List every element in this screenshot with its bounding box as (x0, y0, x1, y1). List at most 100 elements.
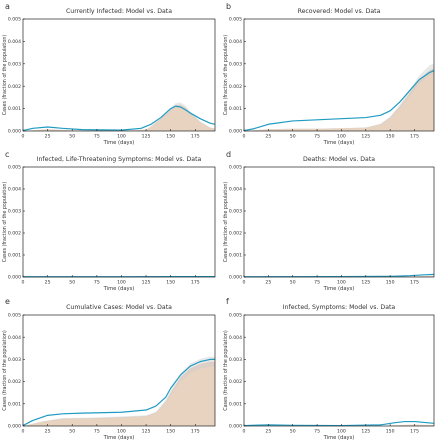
model-line (243, 69, 435, 132)
y-tick-label: 0.002 (8, 231, 21, 237)
plot-frame (243, 18, 435, 132)
y-axis-label: Cases (fraction of the population) (223, 35, 229, 116)
x-axis-label: Time (days) (323, 286, 355, 292)
y-tick-label: 0.005 (8, 313, 21, 319)
panel-letter: b (226, 2, 231, 11)
x-tick-label: 25 (265, 429, 271, 435)
y-tick-label: 0.003 (229, 209, 242, 215)
x-tick-label: 175 (410, 134, 419, 140)
y-tick-label: 0.004 (8, 39, 21, 45)
x-tick-label: 75 (314, 134, 320, 140)
x-tick-label: 25 (265, 280, 271, 286)
x-axis-label: Time (days) (323, 435, 355, 440)
panel-title: Infected, Symptoms: Model vs. Data (283, 304, 396, 311)
plot-frame (22, 18, 216, 132)
y-axis-label: Cases (fraction of the population) (2, 35, 8, 116)
plot-frame (243, 314, 435, 427)
y-axis-label: Cases (fraction of the population) (223, 330, 229, 411)
x-tick-label: 150 (386, 134, 395, 140)
y-tick-label: 0.004 (229, 39, 242, 45)
x-tick-label: 75 (94, 134, 100, 140)
x-tick-label: 150 (166, 134, 175, 140)
x-tick-label: 150 (386, 280, 395, 286)
x-tick-label: 75 (314, 429, 320, 435)
panel-letter: a (5, 2, 10, 11)
panel-a: a Currently Infected: Model vs. Data 0 25 50… (2, 2, 216, 146)
x-tick-label: 100 (337, 280, 346, 286)
y-tick-label: 0.002 (8, 379, 21, 385)
x-tick-label: 50 (290, 280, 296, 286)
model-line (22, 105, 216, 132)
x-tick-label: 75 (94, 429, 100, 435)
x-tick-label: 150 (166, 429, 175, 435)
x-tick-label: 100 (337, 429, 346, 435)
y-tick-label: 0.005 (229, 313, 242, 319)
x-tick-label: 125 (142, 429, 151, 435)
panel-title: Currently Infected: Model vs. Data (66, 8, 172, 15)
x-tick-label: 50 (290, 429, 296, 435)
panel-letter: d (226, 150, 231, 159)
y-tick-label: 0.001 (8, 401, 21, 407)
y-tick-label: 0.004 (8, 187, 21, 193)
x-tick-label: 175 (410, 429, 419, 435)
x-tick-label: 175 (410, 280, 419, 286)
x-tick-label: 100 (337, 134, 346, 140)
plot-frame (243, 166, 435, 278)
x-tick-label: 0 (243, 280, 246, 286)
x-tick-label: 25 (265, 134, 271, 140)
y-axis-label: Cases (fraction of the population) (223, 182, 229, 263)
x-tick-label: 150 (166, 280, 175, 286)
panel-title: Infected, Life-Threatening Symptoms: Mod… (37, 156, 202, 163)
y-tick-label: 0.000 (229, 275, 242, 281)
x-tick-label: 100 (117, 429, 126, 435)
data-band (244, 424, 434, 426)
x-axis-label: Time (days) (103, 286, 135, 292)
model-line (22, 358, 215, 427)
plot-frame (22, 314, 216, 427)
y-tick-label: 0.001 (229, 106, 242, 112)
y-tick-label: 0.004 (229, 187, 242, 193)
x-tick-label: 125 (142, 134, 151, 140)
y-tick-label: 0.005 (8, 17, 21, 23)
panel-title: Cumulative Cases: Model vs. Data (66, 304, 172, 311)
y-tick-label: 0.001 (229, 401, 242, 407)
x-tick-label: 125 (142, 280, 151, 286)
panel-b: b Recovered: Model vs. Data 0 25 50 75 100 125 1… (223, 2, 435, 146)
y-axis-label: Cases (fraction of the population) (2, 182, 8, 263)
panel-letter: e (5, 297, 10, 306)
y-tick-label: 0.001 (8, 253, 21, 259)
y-tick-label: 0.001 (8, 106, 21, 112)
plot-frame (22, 166, 216, 278)
y-tick-label: 0.005 (229, 165, 242, 171)
x-axis-label: Time (days) (103, 140, 135, 146)
y-tick-label: 0.002 (229, 84, 242, 90)
y-tick-label: 0.003 (229, 61, 242, 67)
x-tick-label: 75 (314, 280, 320, 286)
x-tick-label: 50 (69, 429, 75, 435)
x-axis-label: Time (days) (323, 140, 355, 146)
y-tick-label: 0.002 (229, 379, 242, 385)
x-tick-label: 25 (45, 134, 51, 140)
model-line (243, 420, 435, 427)
y-tick-label: 0.003 (8, 357, 21, 363)
y-tick-label: 0.005 (229, 17, 242, 23)
x-tick-label: 150 (386, 429, 395, 435)
x-tick-label: 0 (22, 134, 25, 140)
panel-c: c Infected, Life-Threatening Symptoms: Mo… (2, 150, 216, 292)
data-area (23, 361, 215, 426)
x-tick-label: 100 (117, 280, 126, 286)
y-tick-label: 0.005 (8, 165, 21, 171)
x-tick-label: 75 (94, 280, 100, 286)
x-tick-label: 100 (117, 134, 126, 140)
x-tick-label: 25 (45, 280, 51, 286)
panel-letter: f (226, 297, 229, 306)
x-tick-label: 50 (69, 280, 75, 286)
x-tick-label: 0 (243, 429, 246, 435)
x-tick-label: 175 (191, 280, 200, 286)
y-tick-label: 0.000 (8, 424, 21, 430)
y-tick-label: 0.000 (229, 424, 242, 430)
y-tick-label: 0.003 (8, 209, 21, 215)
data-area (244, 68, 434, 131)
panel-e: e Cumulative Cases: Model vs. Data 0 25 50 75… (2, 297, 216, 440)
